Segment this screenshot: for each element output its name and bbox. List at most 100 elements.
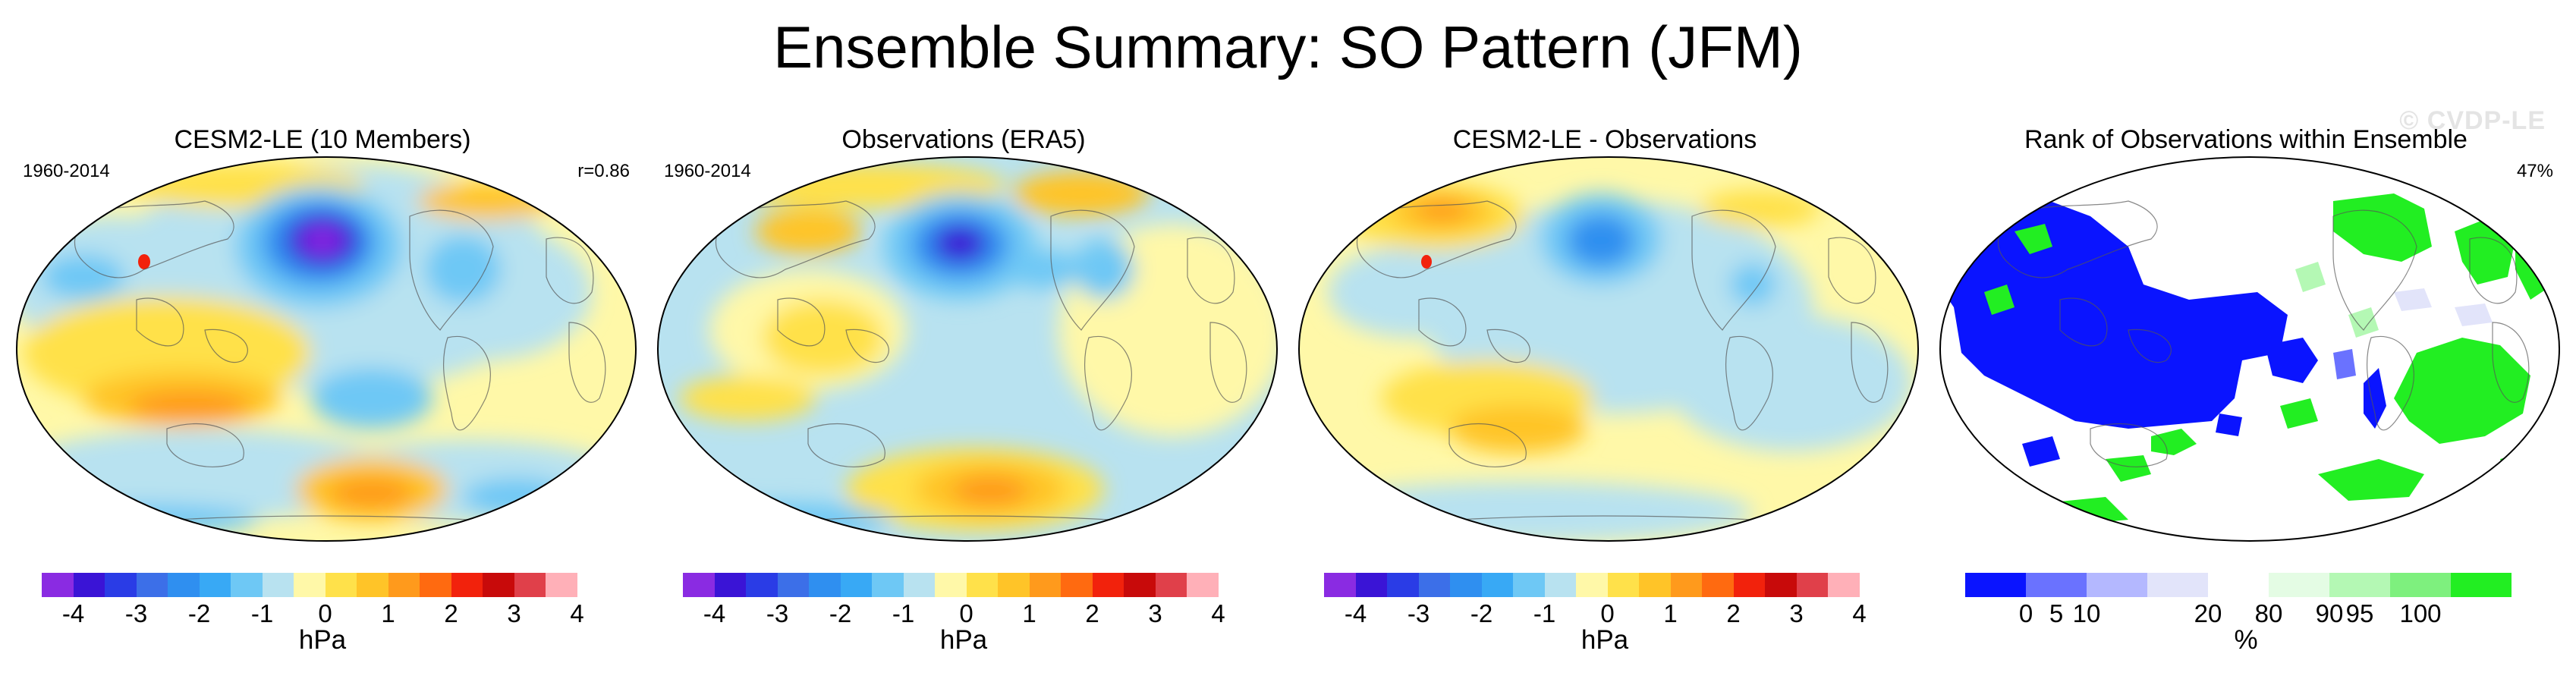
colorbar-swatch bbox=[683, 573, 715, 597]
figure-title: Ensemble Summary: SO Pattern (JFM) bbox=[773, 14, 1803, 80]
map-cesm2le bbox=[15, 156, 637, 542]
panel-observations: Observations (ERA5) 1960-2014 bbox=[649, 121, 1279, 668]
colorbar-swatch bbox=[2147, 573, 2208, 597]
colorbar-swatch bbox=[1796, 573, 1828, 597]
colorbar-tick-label: -4 bbox=[1344, 599, 1367, 627]
colorbar-swatch bbox=[2087, 573, 2147, 597]
colorbar-tick-label: 2 bbox=[444, 599, 458, 627]
colorbar-swatch bbox=[2269, 573, 2329, 597]
colorbar-tick-label: 3 bbox=[1789, 599, 1804, 627]
colorbar-tick-label: 20 bbox=[2194, 599, 2222, 627]
colorbar-unit: hPa bbox=[1581, 625, 1629, 655]
colorbar-tick-label: 3 bbox=[1148, 599, 1162, 627]
colorbar-swatch bbox=[1387, 573, 1419, 597]
colorbar-swatch bbox=[105, 573, 137, 597]
colorbar-tick-label: 100 bbox=[2399, 599, 2442, 627]
correlation-label: r=0.86 bbox=[577, 161, 630, 181]
colorbar bbox=[683, 573, 1219, 597]
colorbar-tick-label: 90 bbox=[2315, 599, 2344, 627]
colorbar bbox=[42, 573, 577, 597]
colorbar-swatch bbox=[357, 573, 388, 597]
colorbar-swatch bbox=[1733, 573, 1765, 597]
colorbar-tick-label: -3 bbox=[766, 599, 789, 627]
colorbar-swatch bbox=[451, 573, 483, 597]
colorbar-swatch bbox=[1828, 573, 1860, 597]
colorbar-tick-label: 0 bbox=[959, 599, 973, 627]
rank-percent-label: 47% bbox=[2516, 161, 2553, 181]
colorbar-swatch bbox=[935, 573, 967, 597]
colorbar-unit: hPa bbox=[939, 625, 988, 655]
colorbar-swatch bbox=[872, 573, 904, 597]
colorbar-swatch bbox=[777, 573, 809, 597]
colorbar-swatch bbox=[1124, 573, 1156, 597]
colorbar-tick-label: 2 bbox=[1085, 599, 1099, 627]
period-label: 1960-2014 bbox=[664, 161, 751, 181]
colorbar-swatch bbox=[1355, 573, 1387, 597]
colorbar-swatch bbox=[1639, 573, 1671, 597]
colorbar-swatch bbox=[1155, 573, 1187, 597]
colorbar-swatch bbox=[809, 573, 841, 597]
map-rank bbox=[1939, 156, 2561, 542]
panel-difference: CESM2-LE - Observations bbox=[1290, 121, 1920, 668]
colorbar-swatch bbox=[714, 573, 746, 597]
colorbar-swatch bbox=[1702, 573, 1734, 597]
colorbar-swatch bbox=[2208, 573, 2269, 597]
colorbar-tick-label: -3 bbox=[124, 599, 148, 627]
panel-rank: Rank of Observations within Ensemble 47% bbox=[1931, 121, 2561, 668]
map-observations bbox=[656, 156, 1279, 542]
colorbar-tick-label: -3 bbox=[1407, 599, 1430, 627]
colorbar-swatch bbox=[199, 573, 231, 597]
colorbar-swatch bbox=[966, 573, 998, 597]
colorbar-swatch bbox=[546, 573, 577, 597]
colorbar-swatch bbox=[262, 573, 294, 597]
colorbar-swatch bbox=[325, 573, 357, 597]
colorbar-swatch bbox=[1513, 573, 1545, 597]
colorbar-swatch bbox=[1061, 573, 1093, 597]
colorbar-tick-label: -2 bbox=[187, 599, 211, 627]
colorbar-swatch bbox=[42, 573, 74, 597]
colorbar-swatch bbox=[2329, 573, 2390, 597]
colorbar-swatch bbox=[73, 573, 105, 597]
colorbar-swatch bbox=[840, 573, 872, 597]
panel-cesm2le: CESM2-LE (10 Members) 1960-2014 r=0.86 bbox=[8, 121, 637, 668]
colorbar-swatch bbox=[1607, 573, 1639, 597]
panel-title: Observations (ERA5) bbox=[841, 125, 1086, 154]
colorbar-swatch bbox=[1670, 573, 1702, 597]
colorbar-tick-label: 0 bbox=[1600, 599, 1615, 627]
colorbar-tick-label: 4 bbox=[1211, 599, 1225, 627]
colorbar-tick-label: 95 bbox=[2345, 599, 2374, 627]
colorbar bbox=[1965, 573, 2512, 597]
colorbar-tick-label: 0 bbox=[2018, 599, 2033, 627]
panel-title: CESM2-LE (10 Members) bbox=[174, 125, 471, 154]
colorbar-tick-label: -2 bbox=[1470, 599, 1493, 627]
colorbar-swatch bbox=[903, 573, 935, 597]
period-label: 1960-2014 bbox=[23, 161, 110, 181]
colorbar-tick-label: 2 bbox=[1726, 599, 1741, 627]
colorbar bbox=[1324, 573, 1860, 597]
colorbar-swatch bbox=[1324, 573, 1356, 597]
colorbar-swatch bbox=[136, 573, 168, 597]
colorbar-swatch bbox=[483, 573, 514, 597]
colorbar-tick-label: -4 bbox=[61, 599, 85, 627]
colorbar-swatch bbox=[1092, 573, 1124, 597]
colorbar-swatch bbox=[1544, 573, 1576, 597]
watermark: © CVDP-LE bbox=[2399, 106, 2546, 135]
colorbar-tick-label: -4 bbox=[703, 599, 726, 627]
colorbar-swatch bbox=[388, 573, 420, 597]
colorbar-swatch bbox=[168, 573, 200, 597]
colorbar-swatch bbox=[1765, 573, 1797, 597]
colorbar-tick-label: 4 bbox=[1852, 599, 1867, 627]
colorbar-swatch bbox=[2451, 573, 2512, 597]
colorbar-tick-label: 80 bbox=[2254, 599, 2283, 627]
panel-title: Rank of Observations within Ensemble bbox=[2024, 125, 2467, 154]
colorbar-tick-label: -1 bbox=[892, 599, 915, 627]
colorbar-unit: % bbox=[2234, 625, 2258, 655]
colorbar-swatch bbox=[1418, 573, 1450, 597]
colorbar-tick-label: 5 bbox=[2049, 599, 2064, 627]
colorbar-swatch bbox=[998, 573, 1030, 597]
colorbar-swatch bbox=[2026, 573, 2087, 597]
colorbar-tick-label: 1 bbox=[1022, 599, 1036, 627]
colorbar-swatch bbox=[1029, 573, 1061, 597]
map-difference bbox=[1297, 156, 1920, 542]
colorbar-swatch bbox=[1965, 573, 2026, 597]
